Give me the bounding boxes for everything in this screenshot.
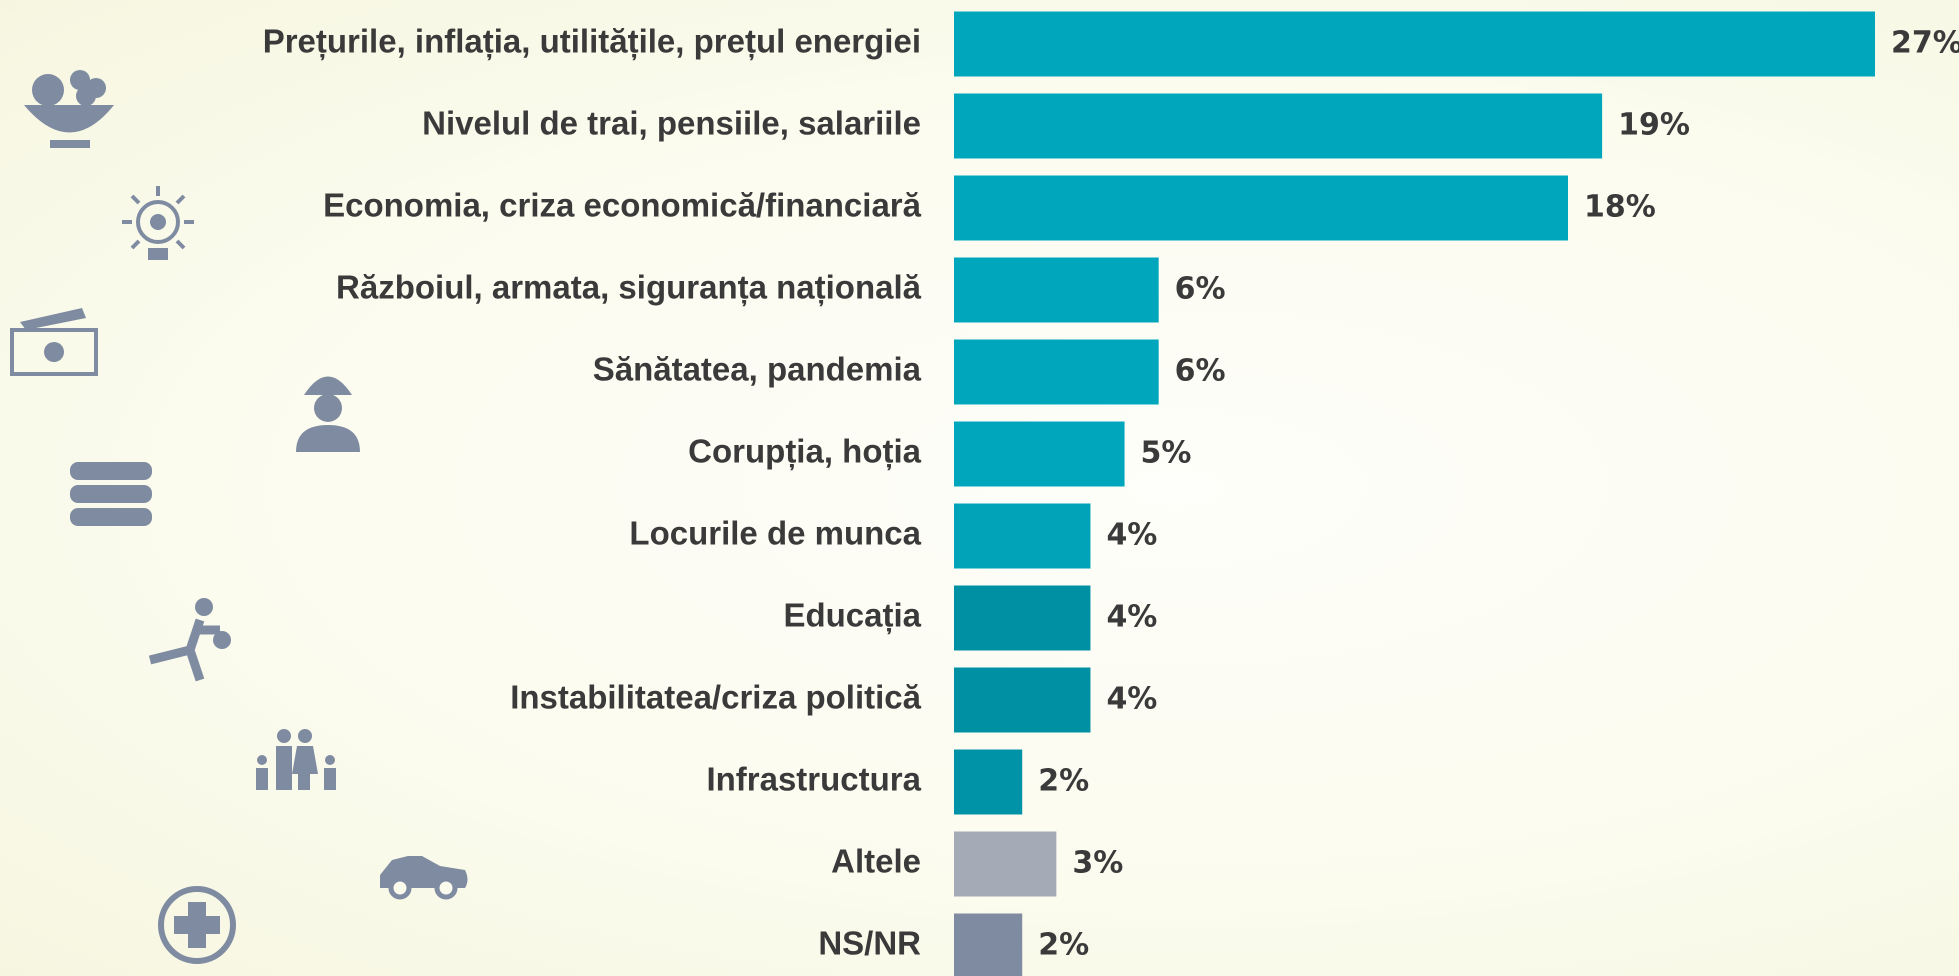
value-label: 5% (1141, 436, 1192, 471)
category-label: Economia, criza economică/financiară (323, 187, 922, 224)
category-label: NS/NR (818, 925, 921, 962)
bar (954, 831, 1057, 897)
bar (954, 421, 1125, 487)
category-label: Corupția, hoția (688, 433, 921, 471)
value-label: 18% (1584, 190, 1656, 225)
value-label: 2% (1038, 928, 1089, 963)
category-label: Nivelul de trai, pensiile, salariile (422, 105, 921, 142)
bar (954, 667, 1091, 733)
car-icon (380, 856, 468, 900)
bar (954, 585, 1091, 651)
value-label: 6% (1175, 272, 1226, 307)
bar (954, 913, 1023, 976)
thief-icon (148, 598, 231, 682)
bar (954, 257, 1159, 323)
bar (954, 11, 1875, 77)
bar (954, 93, 1603, 159)
money-icon (10, 308, 98, 376)
value-label: 3% (1072, 846, 1123, 881)
bar (954, 339, 1159, 405)
category-label: Altele (831, 843, 921, 880)
bar (954, 503, 1091, 569)
idea-icon (122, 186, 194, 260)
fruit-bowl-icon (24, 70, 114, 148)
soldier-icon (296, 376, 360, 452)
bar (954, 749, 1023, 815)
category-label: Sănătatea, pandemia (593, 351, 922, 388)
icons (10, 70, 468, 964)
family-icon (256, 729, 336, 790)
category-label: Instabilitatea/criza politică (510, 679, 921, 716)
category-label: Războiul, armata, siguranța națională (336, 269, 922, 307)
value-label: 2% (1038, 764, 1089, 799)
category-label: Infrastructura (706, 761, 921, 798)
category-label: Educația (783, 597, 921, 635)
value-label: 4% (1106, 518, 1157, 553)
value-label: 27% (1891, 26, 1959, 61)
value-label: 19% (1618, 108, 1690, 143)
value-label: 4% (1106, 600, 1157, 635)
bar (954, 175, 1568, 241)
books-icon (70, 462, 152, 526)
category-label: Prețurile, inflația, utilitățile, prețul… (263, 23, 921, 61)
value-label: 4% (1106, 682, 1157, 717)
value-label: 6% (1175, 354, 1226, 389)
category-label: Locurile de munca (629, 515, 921, 552)
medical-icon (158, 886, 236, 964)
